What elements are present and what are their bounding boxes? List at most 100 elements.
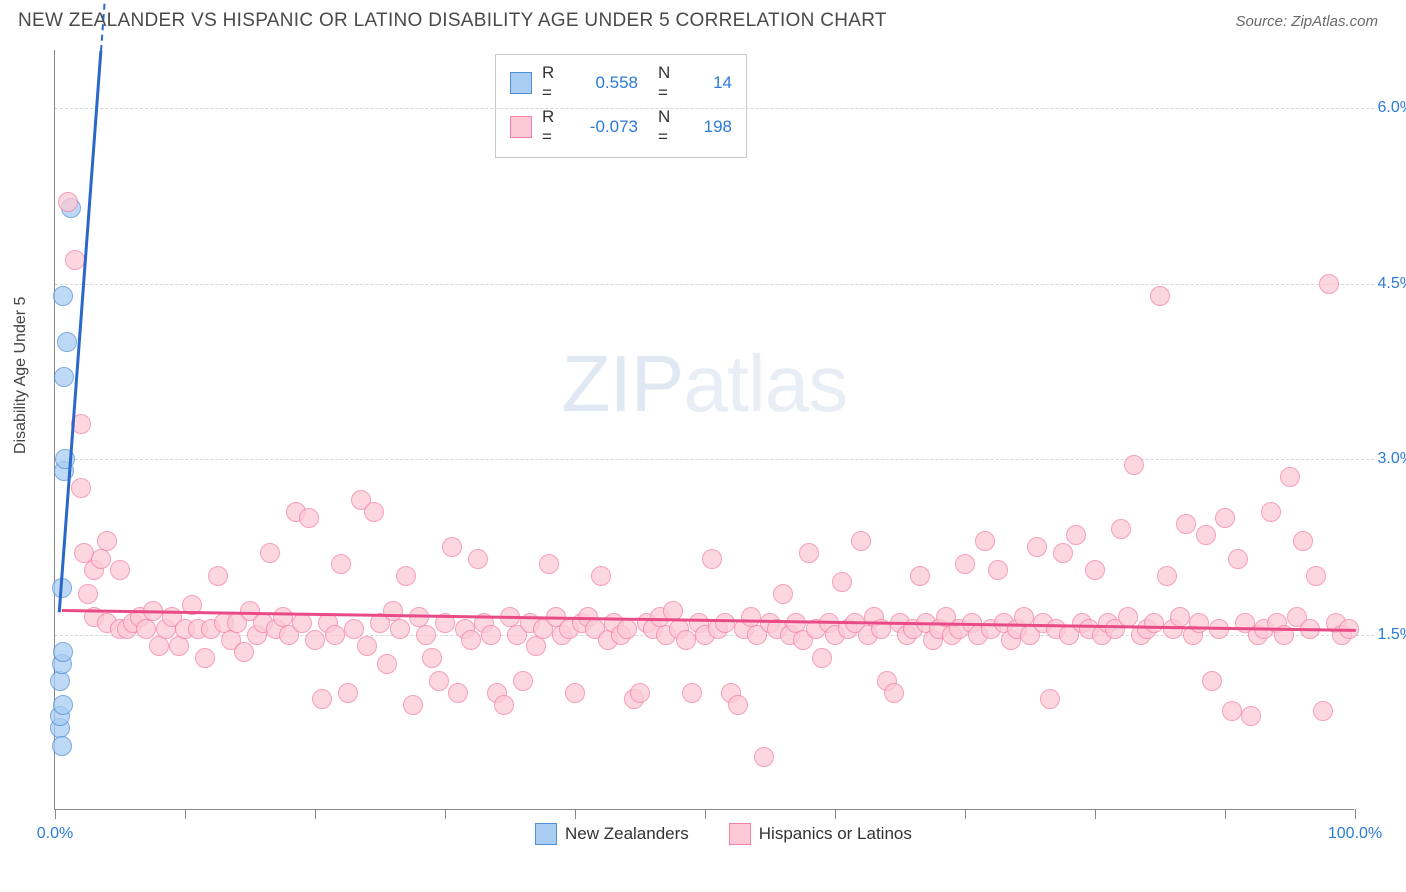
legend-swatch — [729, 823, 751, 845]
x-tick — [185, 809, 186, 819]
x-tick — [315, 809, 316, 819]
stat-r-value: 0.558 — [576, 73, 638, 93]
scatter-point — [461, 630, 481, 650]
scatter-point — [377, 654, 397, 674]
scatter-point — [1085, 560, 1105, 580]
scatter-point — [617, 619, 637, 639]
series-swatch — [510, 116, 532, 138]
y-tick-label: 3.0% — [1378, 450, 1406, 468]
scatter-point — [396, 566, 416, 586]
scatter-point — [429, 671, 449, 691]
scatter-point — [344, 619, 364, 639]
scatter-point — [1202, 671, 1222, 691]
stat-r-label: R = — [542, 107, 566, 147]
scatter-point — [65, 250, 85, 270]
scatter-point — [448, 683, 468, 703]
scatter-point — [1196, 525, 1216, 545]
stat-n-value: 198 — [692, 117, 732, 137]
scatter-point — [1027, 537, 1047, 557]
y-axis-label: Disability Age Under 5 — [12, 297, 30, 454]
scatter-point — [676, 630, 696, 650]
plot-area: ZIPatlas R =0.558N =14R =-0.073N =198 Ne… — [54, 50, 1354, 810]
scatter-point — [325, 625, 345, 645]
scatter-point — [1144, 613, 1164, 633]
scatter-point — [403, 695, 423, 715]
scatter-point — [1228, 549, 1248, 569]
scatter-point — [208, 566, 228, 586]
gridline — [55, 459, 1374, 460]
x-tick-label: 100.0% — [1328, 825, 1382, 843]
scatter-point — [195, 648, 215, 668]
scatter-point — [812, 648, 832, 668]
scatter-point — [1176, 514, 1196, 534]
x-tick — [835, 809, 836, 819]
scatter-point — [773, 584, 793, 604]
scatter-point — [1111, 519, 1131, 539]
scatter-point — [565, 683, 585, 703]
scatter-point — [110, 560, 130, 580]
x-tick — [1355, 809, 1356, 819]
x-tick — [965, 809, 966, 819]
scatter-point — [234, 642, 254, 662]
scatter-point — [1313, 701, 1333, 721]
scatter-point — [910, 566, 930, 586]
x-tick — [1225, 809, 1226, 819]
scatter-point — [1157, 566, 1177, 586]
scatter-point — [53, 695, 73, 715]
scatter-point — [702, 549, 722, 569]
x-tick — [705, 809, 706, 819]
stats-box: R =0.558N =14R =-0.073N =198 — [495, 54, 747, 158]
scatter-point — [364, 502, 384, 522]
watermark: ZIPatlas — [562, 338, 847, 430]
scatter-point — [58, 192, 78, 212]
scatter-point — [71, 478, 91, 498]
chart-container: Disability Age Under 5 ZIPatlas R =0.558… — [18, 44, 1388, 892]
scatter-point — [1170, 607, 1190, 627]
scatter-point — [539, 554, 559, 574]
scatter-point — [1215, 508, 1235, 528]
scatter-point — [1053, 543, 1073, 563]
legend-item: Hispanics or Latinos — [729, 823, 912, 845]
scatter-point — [169, 636, 189, 656]
scatter-point — [299, 508, 319, 528]
scatter-point — [1306, 566, 1326, 586]
scatter-point — [1118, 607, 1138, 627]
scatter-point — [416, 625, 436, 645]
scatter-point — [799, 543, 819, 563]
scatter-point — [591, 566, 611, 586]
scatter-point — [1124, 455, 1144, 475]
source-attribution: Source: ZipAtlas.com — [1235, 13, 1378, 30]
scatter-point — [851, 531, 871, 551]
scatter-point — [331, 554, 351, 574]
scatter-point — [312, 689, 332, 709]
scatter-point — [390, 619, 410, 639]
stat-n-label: N = — [658, 63, 682, 103]
scatter-point — [955, 554, 975, 574]
scatter-point — [338, 683, 358, 703]
stat-r-value: -0.073 — [576, 117, 638, 137]
scatter-point — [305, 630, 325, 650]
chart-title: NEW ZEALANDER VS HISPANIC OR LATINO DISA… — [18, 10, 887, 32]
scatter-point — [136, 619, 156, 639]
scatter-point — [975, 531, 995, 551]
y-tick-label: 1.5% — [1378, 626, 1406, 644]
legend-swatch — [535, 823, 557, 845]
scatter-point — [481, 625, 501, 645]
scatter-point — [91, 549, 111, 569]
scatter-point — [1222, 701, 1242, 721]
scatter-point — [728, 695, 748, 715]
scatter-point — [50, 671, 70, 691]
scatter-point — [422, 648, 442, 668]
stats-row: R =-0.073N =198 — [510, 105, 732, 149]
scatter-point — [1241, 706, 1261, 726]
x-tick — [1095, 809, 1096, 819]
scatter-point — [53, 286, 73, 306]
x-tick — [445, 809, 446, 819]
y-tick-label: 4.5% — [1378, 275, 1406, 293]
legend-label: Hispanics or Latinos — [759, 824, 912, 844]
scatter-point — [526, 636, 546, 656]
scatter-point — [53, 642, 73, 662]
scatter-point — [754, 747, 774, 767]
scatter-point — [1150, 286, 1170, 306]
scatter-point — [1280, 467, 1300, 487]
